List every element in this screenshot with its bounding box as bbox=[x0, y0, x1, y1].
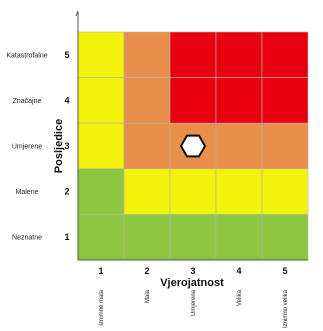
matrix-cell-c1-p3 bbox=[169, 214, 217, 261]
matrix-cell-c2-p4 bbox=[215, 168, 263, 215]
matrix-cell-c3-p5 bbox=[261, 122, 309, 170]
matrix-cell-c1-p1 bbox=[77, 214, 125, 261]
row-label: Umjerene bbox=[12, 144, 42, 151]
column-number: 5 bbox=[282, 266, 287, 276]
column-label: Umjerena bbox=[191, 289, 197, 316]
column-label: Velika bbox=[237, 289, 243, 306]
column-number: 1 bbox=[98, 266, 103, 276]
matrix-cell-c5-p2 bbox=[123, 31, 171, 78]
matrix-cell-c4-p5 bbox=[261, 77, 309, 124]
row-label: Neznatne bbox=[12, 235, 42, 242]
matrix-cell-c5-p5 bbox=[261, 31, 309, 78]
matrix-cell-c1-p2 bbox=[123, 214, 171, 261]
row-number: 4 bbox=[64, 95, 69, 105]
row-number: 2 bbox=[64, 187, 69, 197]
matrix-cell-c5-p1 bbox=[77, 31, 125, 78]
row-number: 3 bbox=[64, 141, 69, 151]
row-number: 1 bbox=[64, 232, 69, 242]
matrix-cell-c5-p3 bbox=[169, 31, 217, 78]
row-numbers: 1 2 3 4 5 bbox=[64, 50, 69, 242]
matrix-cell-c4-p1 bbox=[77, 77, 125, 124]
matrix-cell-c3-p4 bbox=[215, 122, 263, 170]
risk-marker-hexagon bbox=[179, 134, 207, 158]
matrix-cell-c3-p1 bbox=[77, 122, 125, 170]
matrix-cell-c4-p2 bbox=[123, 77, 171, 124]
marker-layer bbox=[179, 134, 207, 158]
column-label: Iznimno velika bbox=[283, 289, 289, 328]
matrix-cell-c4-p4 bbox=[215, 77, 263, 124]
matrix-cell-c5-p4 bbox=[215, 31, 263, 78]
y-axis-arrow bbox=[75, 10, 79, 17]
matrix-cell-c1-p4 bbox=[215, 214, 263, 261]
matrix-cells bbox=[77, 31, 309, 261]
matrix-cell-c2-p1 bbox=[77, 168, 125, 215]
column-number: 3 bbox=[190, 266, 195, 276]
matrix-cell-c2-p3 bbox=[169, 168, 217, 215]
matrix-cell-c1-p5 bbox=[261, 214, 309, 261]
column-labels: Iznimno mala Mala Umjerena Velika Iznimno ve… bbox=[99, 289, 289, 328]
column-numbers: 1 2 3 4 5 bbox=[98, 266, 287, 276]
row-label: Malene bbox=[16, 189, 39, 196]
row-number: 5 bbox=[64, 50, 69, 60]
matrix-cell-c2-p2 bbox=[123, 168, 171, 215]
y-axis-title: Posljedice bbox=[53, 119, 65, 173]
matrix-cell-c4-p3 bbox=[169, 77, 217, 124]
matrix-cell-c2-p5 bbox=[261, 168, 309, 215]
row-label: Katastrofalne bbox=[6, 52, 47, 59]
column-label: Mala bbox=[145, 289, 151, 303]
column-number: 4 bbox=[236, 266, 241, 276]
column-label: Iznimno mala bbox=[99, 289, 105, 325]
row-label: Značajne bbox=[13, 98, 42, 105]
x-axis-title: Vjerojatnost bbox=[160, 277, 224, 289]
row-labels: Neznatne Malene Umjerene Značajne Katastrofa… bbox=[6, 52, 47, 241]
column-number: 2 bbox=[144, 266, 149, 276]
matrix-cell-c3-p2 bbox=[123, 122, 171, 170]
